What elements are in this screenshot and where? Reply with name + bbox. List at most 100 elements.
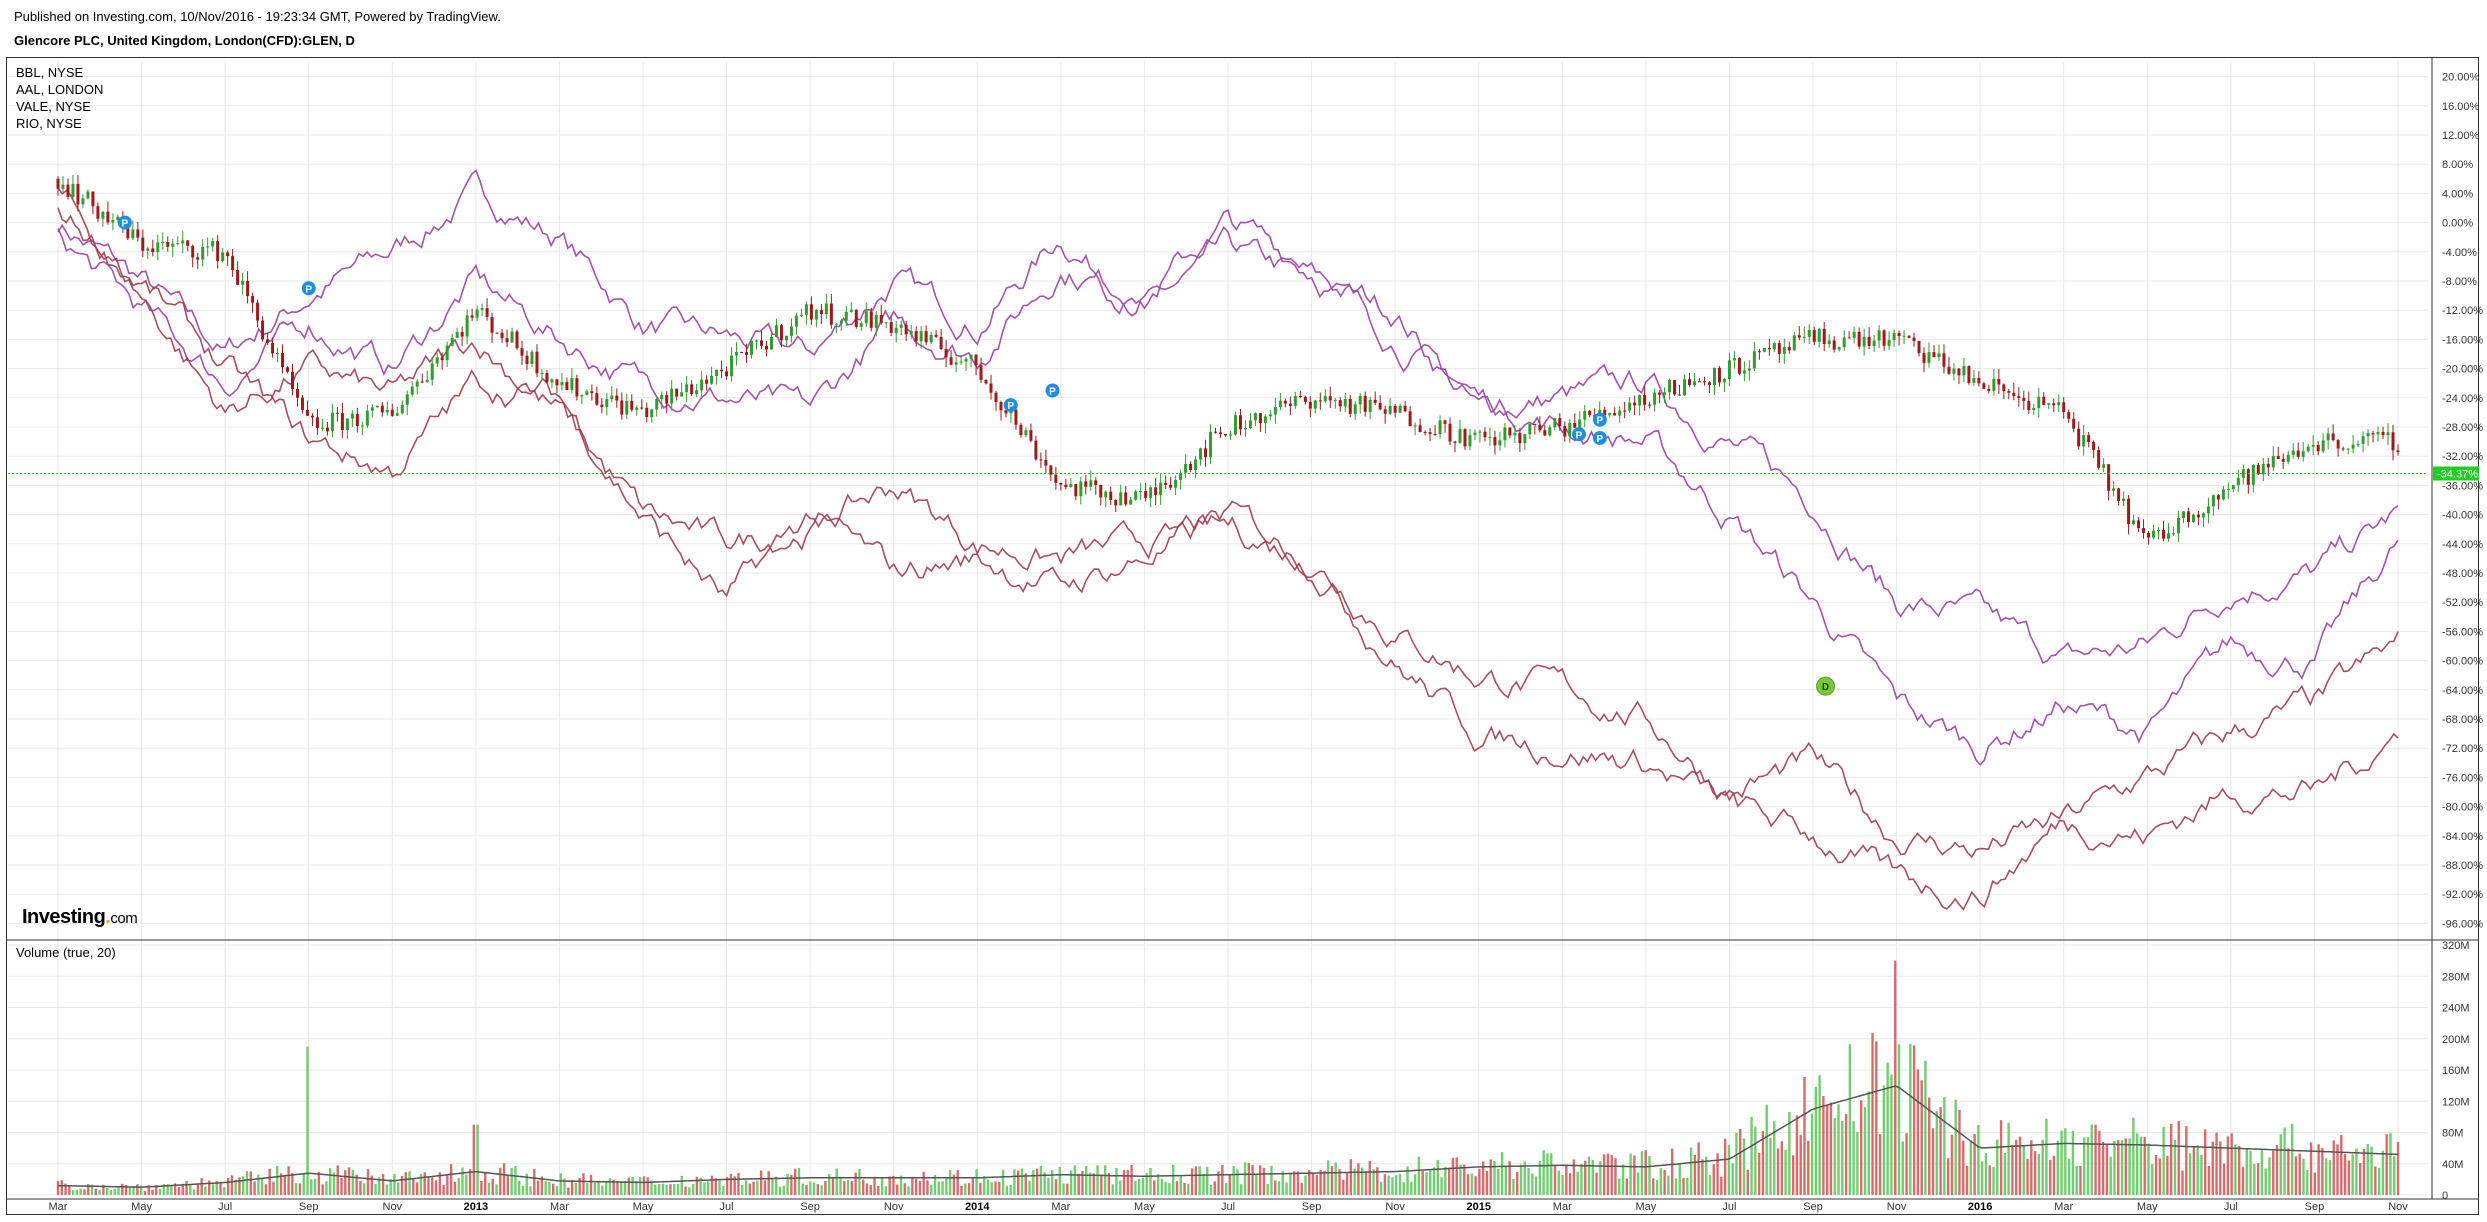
candle	[530, 350, 534, 368]
event-p-letter: P	[1576, 430, 1583, 441]
candle-body	[2047, 403, 2051, 405]
y-tick-label: -48.00%	[2442, 568, 2483, 580]
volume-bar	[1629, 1153, 1632, 1195]
volume-bar	[132, 1186, 135, 1195]
volume-bar	[336, 1165, 339, 1195]
candle-body	[131, 229, 135, 239]
volume-bar	[1440, 1177, 1443, 1195]
volume-bar	[1897, 1044, 1901, 1195]
candle	[829, 293, 833, 329]
volume-bar	[2366, 1143, 2369, 1195]
volume-bar	[408, 1171, 411, 1195]
volume-bar	[1682, 1178, 1685, 1195]
volume-bar	[952, 1174, 956, 1195]
legend-item[interactable]: RIO, NYSE	[16, 116, 82, 131]
candle-body	[81, 198, 85, 205]
y-tick-label: -40.00%	[2442, 510, 2483, 522]
candle-body	[420, 381, 424, 383]
candle-body	[984, 379, 988, 384]
candle-body	[290, 371, 294, 390]
volume-bar	[1175, 1181, 1179, 1195]
candle-body	[764, 345, 768, 350]
candle	[181, 231, 185, 254]
candle	[989, 374, 993, 400]
volume-bar	[223, 1186, 226, 1195]
volume-bar	[986, 1179, 990, 1195]
candle	[774, 318, 778, 338]
volume-bar	[695, 1176, 699, 1195]
candle	[1962, 357, 1966, 383]
candle-body	[300, 397, 304, 410]
volume-bar	[291, 1173, 294, 1195]
volume-bar	[835, 1168, 838, 1195]
volume-bar	[1553, 1165, 1557, 1195]
volume-bar	[423, 1172, 426, 1195]
candle-body	[1922, 353, 1926, 363]
candle	[66, 178, 70, 200]
volume-bar	[2321, 1147, 2324, 1195]
candle-body	[166, 242, 170, 247]
volume-bar	[121, 1183, 124, 1195]
candle-body	[1413, 425, 1417, 427]
candle-body	[2097, 450, 2101, 468]
legend-item[interactable]: AAL, LONDON	[16, 82, 104, 97]
candle	[1044, 449, 1048, 473]
candle	[1298, 391, 1302, 399]
candle	[2122, 491, 2126, 506]
candle	[1817, 327, 1821, 348]
candle	[615, 388, 619, 408]
logo-text: Investing	[22, 906, 106, 928]
candle	[745, 343, 749, 363]
candle-body	[1383, 409, 1387, 414]
volume-bar	[1035, 1168, 1039, 1195]
candle	[2127, 495, 2131, 535]
candle	[2147, 530, 2151, 545]
candle-body	[1248, 420, 1252, 429]
volume-bar	[2117, 1140, 2120, 1195]
volume-bar	[2128, 1138, 2131, 1195]
candle-body	[1912, 337, 1916, 341]
candle	[505, 329, 509, 347]
legend-item[interactable]: BBL, NYSE	[16, 65, 84, 80]
candle-body	[330, 412, 334, 432]
volume-bar	[1308, 1170, 1311, 1195]
candle-body	[1174, 479, 1178, 488]
volume-bar	[2090, 1124, 2093, 1195]
volume-bar	[525, 1173, 528, 1195]
volume-bar	[211, 1184, 215, 1195]
candle-body	[2052, 403, 2056, 406]
volume-bar	[778, 1186, 782, 1195]
candle	[1857, 327, 1861, 350]
volume-bar	[684, 1186, 687, 1195]
candle-body	[720, 369, 724, 372]
candle-body	[1303, 396, 1307, 402]
candle	[1303, 395, 1307, 405]
candle	[2162, 520, 2166, 542]
candle-body	[750, 340, 754, 355]
candle-body	[2012, 392, 2016, 397]
candle-body	[410, 386, 414, 395]
volume-bar	[1255, 1174, 1258, 1195]
legend-item[interactable]: VALE, NYSE	[16, 99, 91, 114]
candle-body	[1308, 401, 1312, 409]
volume-bar	[620, 1180, 623, 1195]
candle-body	[325, 427, 329, 432]
volume-bar	[1020, 1168, 1024, 1195]
volume-bar	[370, 1175, 373, 1195]
candle	[2152, 524, 2156, 540]
volume-bar	[90, 1184, 94, 1195]
volume-bar	[1890, 1074, 1893, 1195]
candle-body	[1473, 432, 1477, 436]
x-tick-label: Mar	[1553, 1201, 1572, 1213]
candle	[2251, 464, 2255, 493]
candle	[256, 299, 260, 328]
volume-bar	[529, 1186, 532, 1195]
candle-body	[595, 393, 599, 405]
candle	[1403, 400, 1407, 413]
volume-bar	[2075, 1166, 2078, 1195]
volume-bar	[1270, 1165, 1273, 1195]
candle-body	[1513, 432, 1517, 436]
volume-bar	[661, 1183, 665, 1195]
volume-bar	[710, 1175, 714, 1195]
